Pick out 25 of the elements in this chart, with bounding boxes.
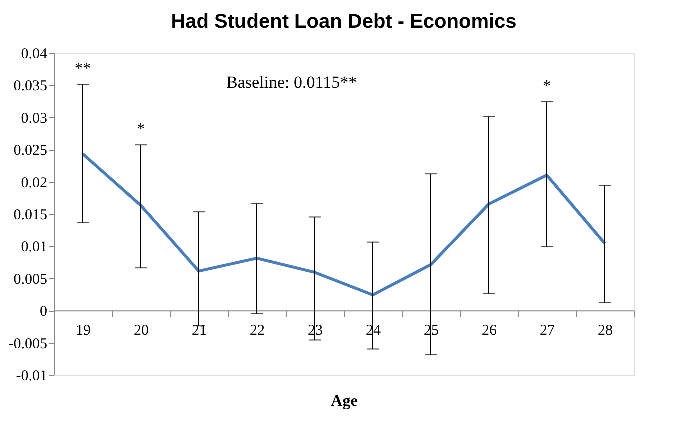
x-tick-label: 28 [598,323,613,340]
y-tick-label: -0.005 [8,336,48,352]
y-tick-label: 0.025 [14,143,48,160]
y-tick-label: 0 [40,304,48,320]
y-tick-label: 0.005 [14,272,48,288]
chart-title: Had Student Loan Debt - Economics [171,11,517,33]
y-tick-label: 0.01 [21,240,48,256]
y-tick-label: -0.01 [16,368,48,384]
x-tick-label: 19 [76,323,91,340]
x-tick-label: 20 [134,323,149,340]
x-axis-title: Age [331,393,358,410]
annotation: Baseline: 0.0115** [226,73,358,92]
y-tick-label: 0.035 [14,78,48,95]
x-tick-label: 27 [540,323,556,340]
annotation: ** [75,60,91,78]
line-series [82,152,606,297]
x-tick-label: 26 [482,323,498,340]
y-tick-label: 0.02 [21,175,48,192]
x-tick-label: 22 [250,323,265,340]
y-tick-label: 0.03 [21,110,48,127]
x-tick-label: 21 [192,323,207,340]
y-tick-label: 0.015 [14,208,48,224]
annotation: * [137,121,145,138]
annotation: * [543,78,551,95]
y-tick-label: 0.04 [21,46,48,62]
